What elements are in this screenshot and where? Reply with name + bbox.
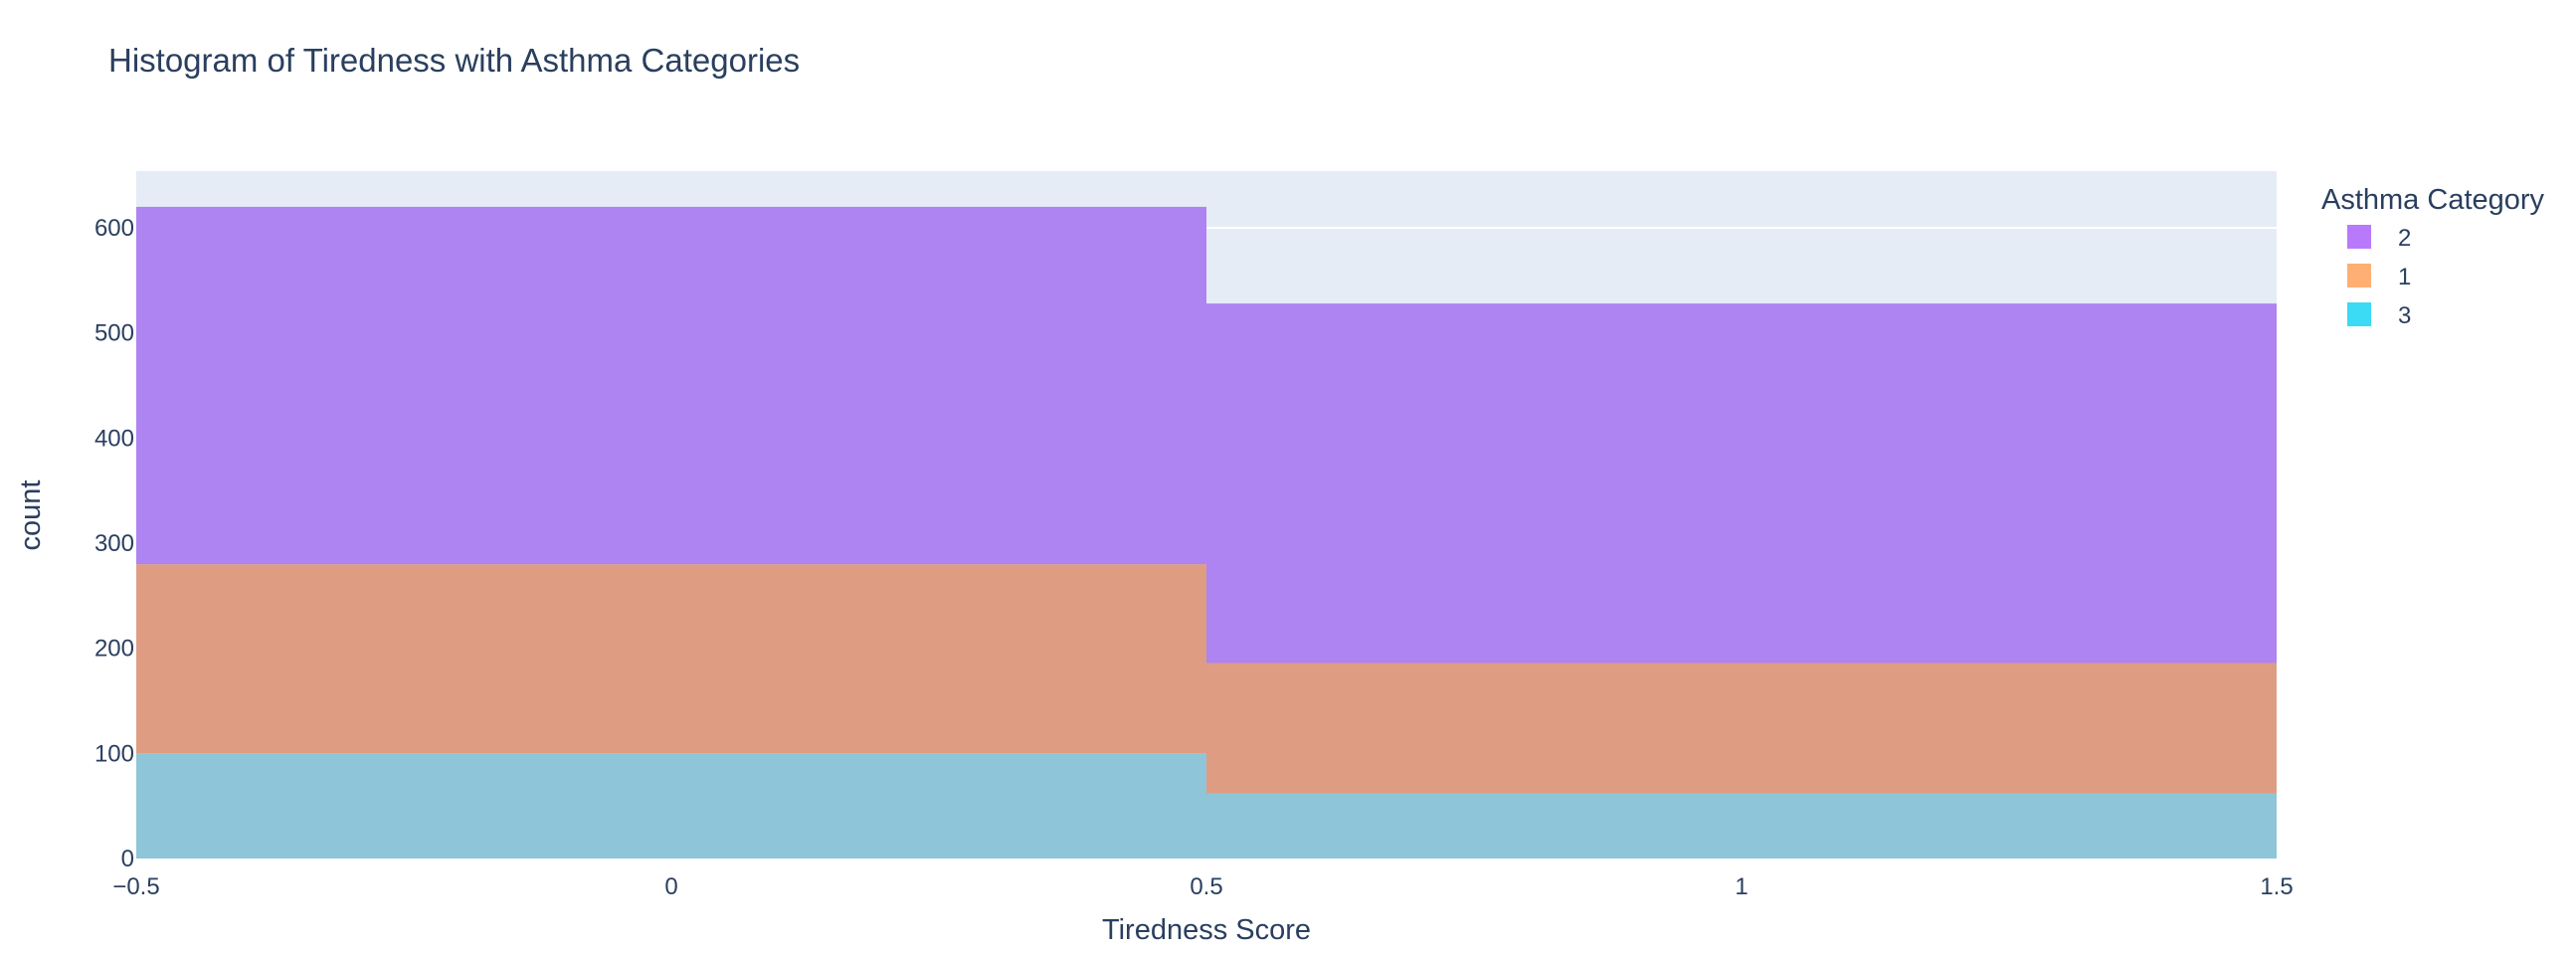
y-tick-label: 0 xyxy=(121,846,134,872)
legend-swatch-1 xyxy=(2347,264,2371,287)
legend-label-3: 3 xyxy=(2398,302,2411,329)
legend-title: Asthma Category xyxy=(2321,184,2545,216)
y-tick-label: 400 xyxy=(94,425,134,452)
x-tick-label: 1 xyxy=(1735,873,1748,900)
y-axis-ticks: 0 100 200 300 400 500 600 xyxy=(94,215,134,872)
bar-series-2-bin-1 xyxy=(1206,303,2277,664)
legend: Asthma Category 2 1 3 xyxy=(2321,184,2545,329)
x-tick-label: −0.5 xyxy=(112,873,159,900)
y-tick-label: 100 xyxy=(94,740,134,767)
histogram-bars xyxy=(136,206,2277,859)
bar-series-3-bin-1 xyxy=(1206,793,2277,859)
chart-title: Histogram of Tiredness with Asthma Categ… xyxy=(108,42,800,79)
bar-series-2-bin-0 xyxy=(136,206,1206,565)
bar-series-3-bin-0 xyxy=(136,753,1206,859)
y-tick-label: 600 xyxy=(94,215,134,242)
bar-series-1-bin-1 xyxy=(1206,663,2277,794)
bar-series-1-bin-0 xyxy=(136,564,1206,754)
x-axis-ticks: −0.5 0 0.5 1 1.5 xyxy=(112,873,2293,900)
legend-label-2: 2 xyxy=(2398,225,2411,252)
legend-swatch-2 xyxy=(2347,225,2371,249)
x-axis-title: Tiredness Score xyxy=(1102,914,1311,946)
y-tick-label: 200 xyxy=(94,636,134,663)
legend-swatch-3 xyxy=(2347,302,2371,326)
legend-items: 2 1 3 xyxy=(2347,225,2411,329)
x-tick-label: 0.5 xyxy=(1190,873,1222,900)
x-tick-label: 0 xyxy=(664,873,677,900)
y-tick-label: 500 xyxy=(94,320,134,347)
x-tick-label: 1.5 xyxy=(2260,873,2293,900)
legend-label-1: 1 xyxy=(2398,264,2411,290)
y-axis-title: count xyxy=(15,480,47,551)
y-tick-label: 300 xyxy=(94,530,134,557)
